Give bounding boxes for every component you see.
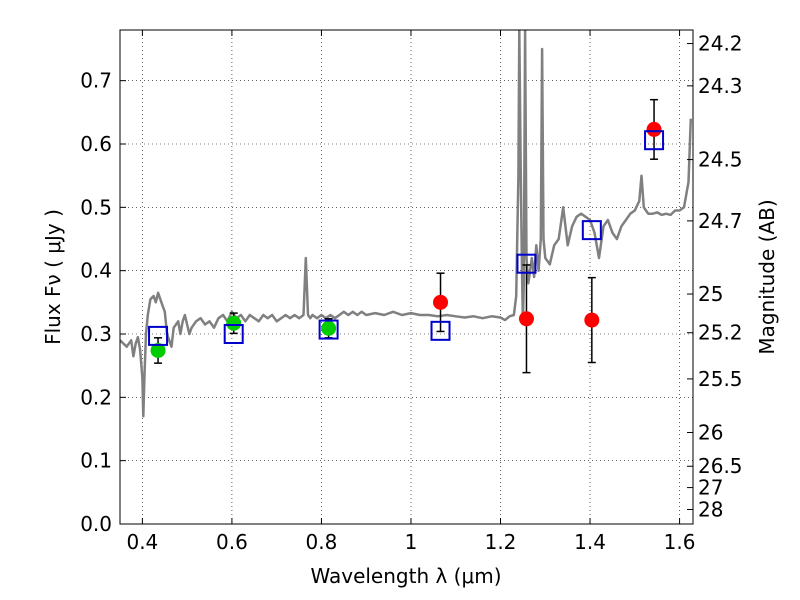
right-tick-label: 25.5 [698,367,743,391]
data-point [646,121,662,137]
right-tick-label: 24.5 [698,148,743,172]
right-tick-label: 25 [698,282,723,306]
right-axis-label: Magnitude (AB) [755,199,779,354]
x-axis-ticks: 0.4 0.6 0.8 1 1.2 1.4 1.6 [126,30,695,554]
y-axis-ticks: 0.0 0.1 0.2 0.3 0.4 0.5 0.6 0.7 [80,69,126,536]
model-band-square [581,220,602,241]
model-band-square [430,320,451,341]
right-tick-label: 24.2 [698,32,743,56]
right-tick-label: 25.2 [698,321,743,345]
right-tick-label: 28 [698,497,723,521]
y-tick-label: 0.4 [80,259,112,283]
y-tick-label: 0.6 [80,132,112,156]
data-point [584,312,600,328]
model-band-square [644,130,665,151]
plot-content [120,30,693,418]
data-point [433,294,449,310]
y-tick-label: 0.0 [80,512,112,536]
y-tick-label: 0.2 [80,385,112,409]
data-point [226,315,242,331]
right-tick-label: 24.7 [698,209,743,233]
x-tick-label: 1 [405,530,418,554]
right-tick-label: 24.3 [698,74,743,98]
y-axis-label: Flux Fν ( μJy ) [41,209,65,345]
x-axis-label: Wavelength λ (μm) [310,564,501,588]
model-band-square [223,324,244,344]
model-band-square [148,325,169,346]
right-tick-label: 26 [698,420,723,444]
y-tick-label: 0.7 [80,69,112,93]
x-tick-label: 0.6 [216,530,248,554]
data-point [518,311,534,327]
right-tick-label: 26.5 [698,454,743,478]
sed-model-line [120,30,693,418]
data-point [321,320,337,336]
grid-lines [120,30,693,525]
x-tick-label: 1.4 [574,530,606,554]
x-tick-label: 1.2 [485,530,517,554]
data-point [150,342,166,358]
y-tick-label: 0.5 [80,195,112,219]
plot-frame [119,29,694,525]
model-band-square [318,319,339,340]
model-band-square [516,253,537,274]
x-tick-label: 1.6 [664,530,696,554]
sed-line-layer [120,30,693,418]
y-tick-label: 0.3 [80,322,112,346]
right-tick-label: 27 [698,476,723,500]
x-tick-label: 0.8 [306,530,338,554]
x-tick-label: 0.4 [126,530,158,554]
y-tick-label: 0.1 [80,449,112,473]
marker-layer [148,121,665,358]
